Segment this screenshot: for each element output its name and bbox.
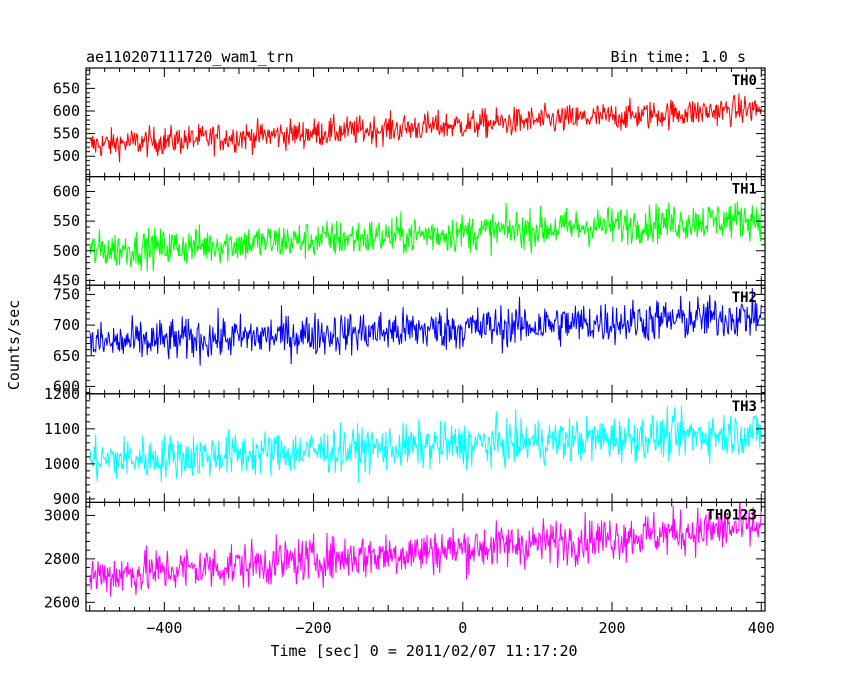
x-tick-label: 400 [748,619,775,637]
panels-group: 500 550 600 650 TH0 450 500 550 600 TH1 600 650 700 7… [44,67,775,637]
bin-time-label: Bin time: 1.0 s [611,48,746,66]
x-axis-label: Time [sec] 0 = 2011/02/07 11:17:20 [270,642,577,660]
y-tick-label: 600 [53,377,80,395]
y-tick-label: 650 [53,79,80,97]
y-tick-label: 600 [53,102,80,120]
series-line-th3 [89,406,762,483]
panel-label: TH0123 [706,507,757,523]
y-tick-label: 500 [53,242,80,260]
x-tick-label: 0 [458,619,467,637]
y-tick-label: 700 [53,316,80,334]
series-line-th2 [89,288,762,366]
x-tick-label: 200 [598,619,625,637]
y-tick-label: 600 [53,182,80,200]
panel-frame-5 [85,501,766,612]
y-tick-label: 550 [53,125,80,143]
panel-label: TH1 [732,182,757,198]
y-axis-label: Counts/sec [5,300,23,390]
series-line-th0 [89,93,762,163]
series-line-th0123 [89,502,762,597]
y-tick-label: 650 [53,347,80,365]
panel-label: TH0 [732,73,757,89]
panel-label: TH3 [732,399,757,415]
y-tick-label: 550 [53,212,80,230]
y-tick-label: 1200 [44,385,80,403]
y-tick-label: 750 [53,285,80,303]
x-tick-label: −400 [146,619,182,637]
y-tick-label: 2600 [44,593,80,611]
y-tick-label: 450 [53,271,80,289]
y-tick-label: 900 [53,490,80,508]
y-tick-label: 500 [53,147,80,165]
x-tick-label: −200 [296,619,332,637]
series-line-th1 [89,201,762,272]
y-tick-label: 3000 [44,506,80,524]
panel-label: TH2 [732,290,757,306]
y-tick-label: 2800 [44,550,80,568]
chart-title: ae110207111720_wam1_trn [86,48,294,66]
y-tick-label: 1100 [44,420,80,438]
y-tick-label: 1000 [44,455,80,473]
